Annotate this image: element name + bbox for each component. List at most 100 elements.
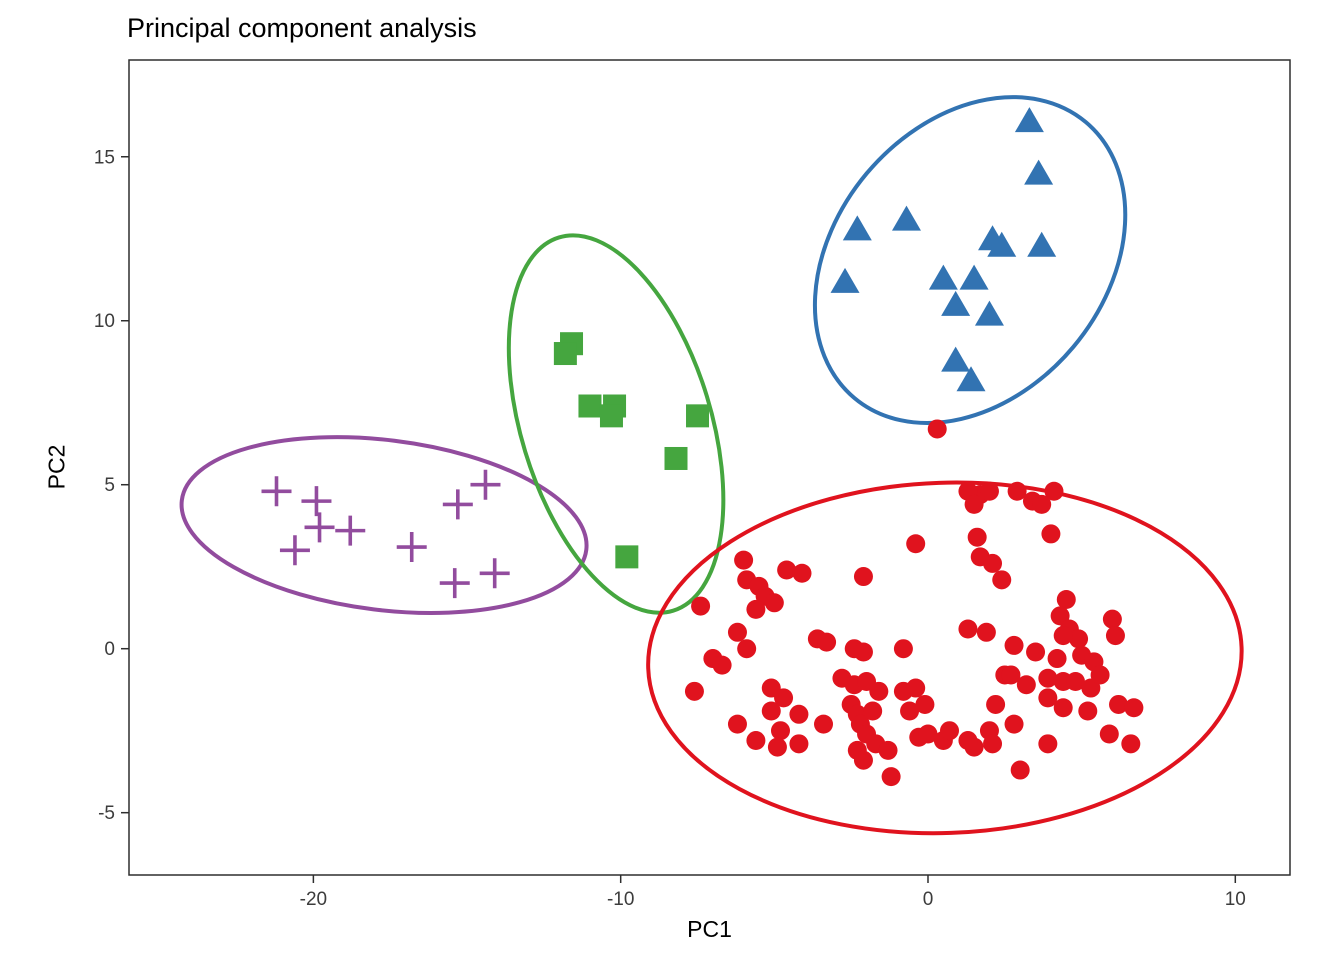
data-point-circle xyxy=(906,678,926,698)
data-point-plus xyxy=(279,535,310,566)
data-point-square xyxy=(599,404,623,428)
cluster-ellipse-cluster-green xyxy=(506,233,726,615)
data-point-circle xyxy=(1053,698,1073,718)
data-point-circle xyxy=(906,534,926,554)
data-point-triangle xyxy=(941,346,971,372)
data-point-triangle xyxy=(941,290,971,316)
data-point-circle xyxy=(761,701,781,721)
data-point-circle xyxy=(958,619,978,639)
data-point-circle xyxy=(1004,714,1024,734)
x-tick-label: 10 xyxy=(1225,889,1246,910)
data-point-circle xyxy=(789,704,809,724)
data-point-circle xyxy=(767,737,787,757)
data-point-circle xyxy=(1099,724,1119,744)
data-point-circle xyxy=(869,681,889,701)
data-point-square xyxy=(615,545,639,569)
data-point-circle xyxy=(712,655,732,675)
data-point-circle xyxy=(853,750,873,770)
data-point-circle xyxy=(737,639,757,659)
y-tick-label: -5 xyxy=(98,803,115,824)
data-point-triangle xyxy=(928,264,958,290)
data-point-plus xyxy=(301,486,332,517)
data-point-plus xyxy=(470,469,501,500)
data-point-circle xyxy=(1053,626,1073,646)
data-point-circle xyxy=(1007,481,1027,501)
data-point-circle xyxy=(727,714,747,734)
data-point-circle xyxy=(1066,671,1086,691)
data-point-circle xyxy=(900,701,920,721)
data-point-circle xyxy=(1016,675,1036,695)
x-tick-label: -20 xyxy=(300,889,327,910)
data-point-circle xyxy=(927,419,947,439)
data-point-circle xyxy=(915,694,935,714)
data-point-triangle xyxy=(956,366,986,392)
data-point-triangle xyxy=(842,215,872,241)
data-point-circle xyxy=(893,639,913,659)
data-point-circle xyxy=(967,527,987,547)
data-point-triangle xyxy=(1014,107,1044,133)
y-tick-label: 15 xyxy=(94,147,115,168)
data-point-circle xyxy=(853,567,873,587)
data-point-circle xyxy=(1010,760,1030,780)
data-point-circle xyxy=(792,563,812,583)
y-axis-title: PC2 xyxy=(43,444,70,490)
data-point-circle xyxy=(1038,668,1058,688)
data-point-circle xyxy=(1078,701,1098,721)
data-point-circle xyxy=(770,721,790,741)
data-point-circle xyxy=(986,694,1006,714)
data-point-square xyxy=(553,342,577,366)
data-point-circle xyxy=(964,494,984,514)
data-point-circle xyxy=(684,681,704,701)
data-point-circle xyxy=(863,701,883,721)
data-point-circle xyxy=(1044,481,1064,501)
data-point-circle xyxy=(789,734,809,754)
data-point-plus xyxy=(439,568,470,599)
data-point-circle xyxy=(1041,524,1061,544)
chart-title: Principal component analysis xyxy=(127,13,477,43)
data-point-circle xyxy=(1121,734,1141,754)
data-point-circle xyxy=(983,553,1003,573)
data-point-plus xyxy=(396,532,427,563)
y-tick-label: 10 xyxy=(94,311,115,332)
data-point-plus xyxy=(479,558,510,589)
data-point-triangle xyxy=(959,264,989,290)
data-point-circle xyxy=(777,560,797,580)
data-point-circle xyxy=(992,570,1012,590)
data-point-circle xyxy=(817,632,837,652)
x-axis-title: PC1 xyxy=(687,916,732,942)
data-point-circle xyxy=(774,688,794,708)
data-point-circle xyxy=(1032,494,1052,514)
data-point-circle xyxy=(1056,590,1076,610)
data-point-square xyxy=(578,394,602,418)
data-point-circle xyxy=(918,724,938,744)
data-point-circle xyxy=(983,734,1003,754)
data-point-triangle xyxy=(1027,231,1057,257)
data-point-triangle xyxy=(891,205,921,231)
data-point-circle xyxy=(764,593,784,613)
data-point-circle xyxy=(1038,734,1058,754)
data-point-triangle xyxy=(987,231,1017,257)
data-point-plus xyxy=(304,512,335,543)
data-point-circle xyxy=(1026,642,1046,662)
data-point-circle xyxy=(940,721,960,741)
x-tick-label: -10 xyxy=(607,889,634,910)
data-point-circle xyxy=(691,596,711,616)
plot-panel-border xyxy=(128,59,1291,876)
data-point-circle xyxy=(1105,626,1125,646)
data-point-circle xyxy=(1001,665,1021,685)
data-point-triangle xyxy=(1024,159,1054,185)
data-point-circle xyxy=(727,622,747,642)
data-point-circle xyxy=(1102,609,1122,629)
data-point-circle xyxy=(814,714,834,734)
x-tick-label: 0 xyxy=(923,889,934,910)
data-point-plus xyxy=(261,476,292,507)
data-point-circle xyxy=(734,550,754,570)
data-point-circle xyxy=(1038,688,1058,708)
data-point-square xyxy=(664,446,688,470)
data-point-circle xyxy=(1004,635,1024,655)
cluster-ellipse-cluster-blue xyxy=(812,95,1128,425)
y-tick-label: 5 xyxy=(104,475,115,496)
cluster-ellipse-cluster-purple xyxy=(179,435,589,615)
